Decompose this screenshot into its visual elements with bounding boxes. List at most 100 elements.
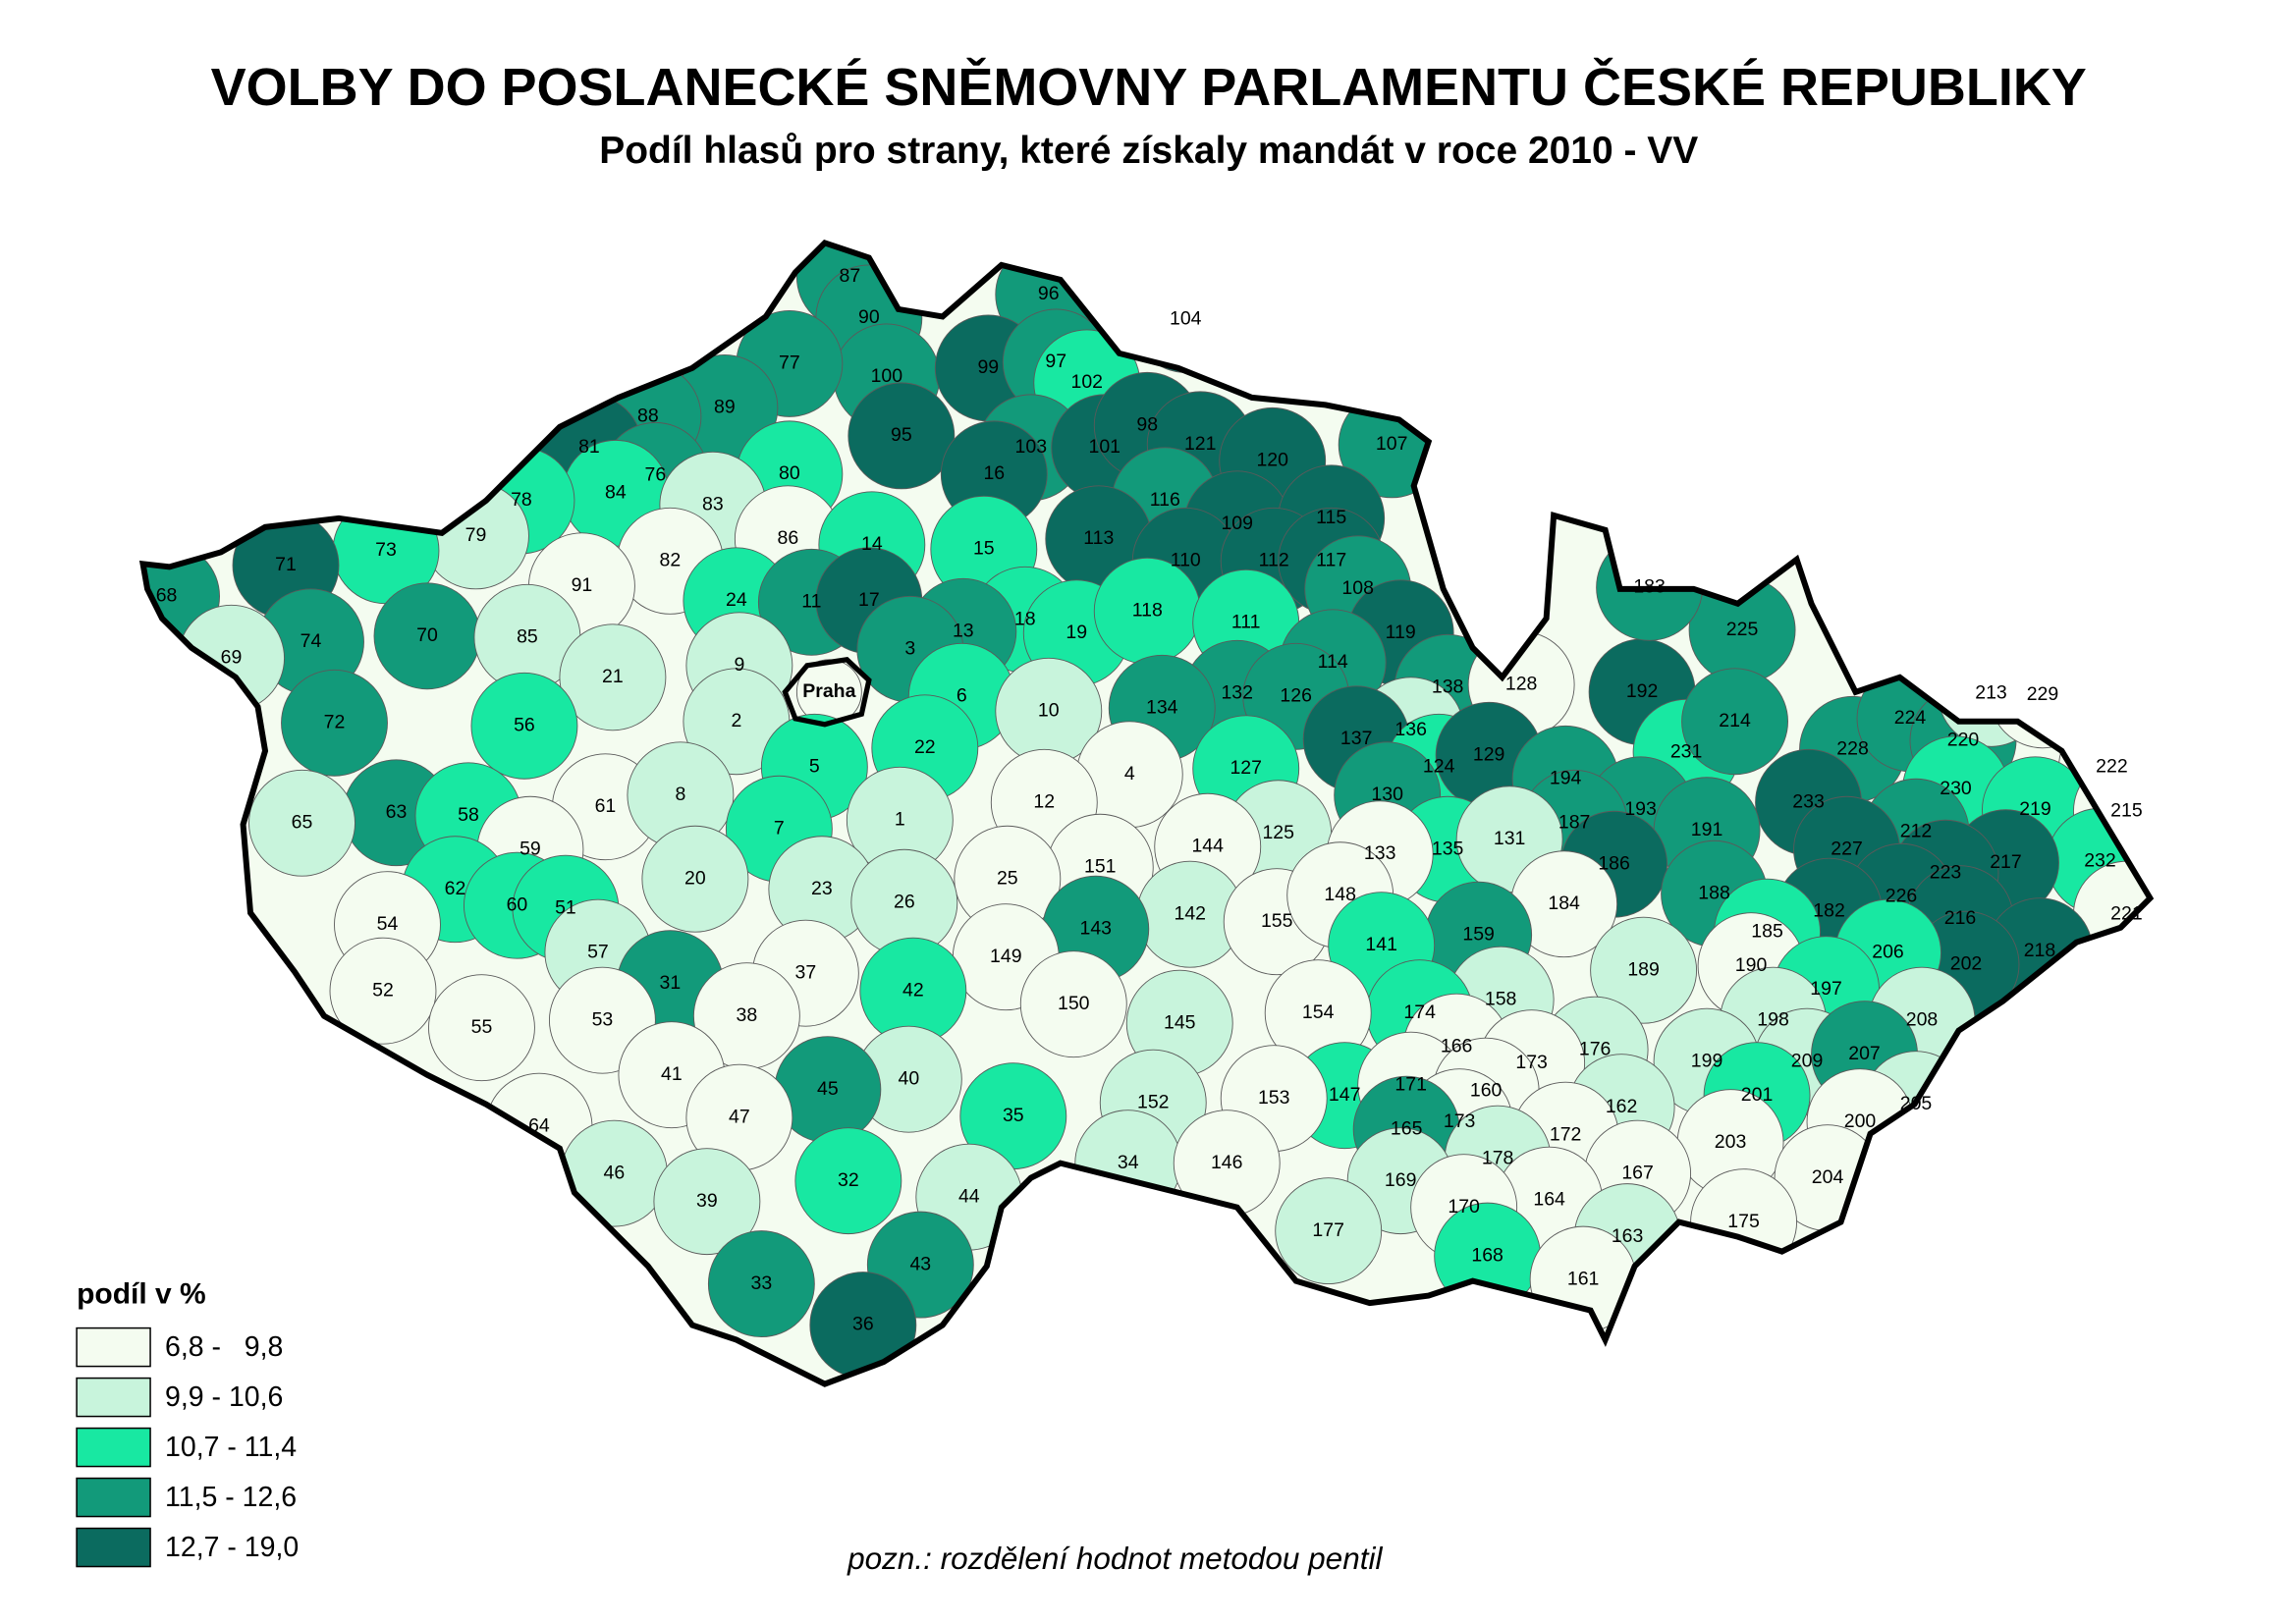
district-label: 185 [1751, 920, 1783, 942]
district-label: 152 [1137, 1091, 1170, 1112]
country-border [138, 239, 2155, 1387]
district-label: 6 [957, 684, 967, 706]
district-label: 22 [914, 736, 936, 758]
praha-border [782, 657, 872, 728]
district-label: 99 [977, 356, 999, 378]
district-label: 221 [2110, 902, 2143, 924]
district-label: 101 [1089, 436, 1121, 458]
district-label: 193 [1624, 798, 1657, 820]
legend-swatch [76, 1477, 151, 1518]
district-label: 95 [891, 424, 912, 446]
district-label: 36 [852, 1314, 874, 1335]
district-label: 107 [1376, 433, 1408, 455]
title: VOLBY DO POSLANECKÉ SNĚMOVNY PARLAMENTU … [211, 57, 2087, 117]
district-label: 97 [1045, 351, 1066, 372]
district-label: 206 [1872, 941, 1904, 962]
district-label: 184 [1548, 893, 1580, 914]
district-label: 96 [1038, 283, 1060, 304]
district-label: 86 [778, 527, 799, 549]
district-label: 129 [1473, 743, 1505, 765]
district-label: 26 [894, 891, 915, 912]
district-label: 20 [684, 867, 706, 889]
district-label: 79 [465, 524, 487, 546]
district-label: 63 [386, 801, 408, 823]
district-label: 65 [292, 811, 313, 833]
legend-label: 11,5 - 12,6 [165, 1482, 297, 1513]
district-label: 55 [471, 1016, 493, 1038]
district [641, 825, 749, 933]
district-label: 85 [517, 625, 538, 647]
district-label: 171 [1394, 1073, 1427, 1095]
district-label: 112 [1259, 549, 1289, 570]
district-label: 35 [1003, 1105, 1024, 1126]
legend-label: 6,8 - 9,8 [165, 1331, 283, 1363]
district-label: 132 [1221, 681, 1253, 703]
district-label: 164 [1533, 1188, 1565, 1210]
district-label: 91 [572, 574, 593, 596]
district-label: 203 [1715, 1131, 1747, 1153]
district-label: 2 [731, 710, 741, 731]
district-label: 151 [1084, 855, 1117, 877]
district-label: 23 [811, 878, 833, 899]
district-label: 108 [1341, 577, 1374, 599]
district-label: 53 [592, 1008, 614, 1030]
district-label: 143 [1080, 917, 1113, 939]
district-label: 188 [1698, 882, 1730, 903]
district-label: 11 [801, 590, 821, 612]
district-label: 10 [1038, 699, 1060, 721]
district-label: 178 [1482, 1147, 1514, 1168]
district-label: 205 [1900, 1093, 1933, 1114]
district [559, 623, 667, 731]
district-label: 83 [702, 494, 724, 515]
district-label: 198 [1757, 1008, 1789, 1030]
district [794, 1127, 902, 1235]
legend-swatch [76, 1427, 151, 1468]
district-label: 114 [1318, 651, 1348, 673]
district-label: 200 [1844, 1110, 1877, 1132]
district-label: 158 [1485, 988, 1517, 1009]
district-label: 214 [1719, 710, 1751, 731]
district-label: 39 [696, 1190, 718, 1212]
district-label: 13 [953, 620, 974, 641]
district-label: 216 [1944, 907, 1977, 929]
district-label: 111 [1231, 611, 1261, 632]
district-label: 224 [1894, 707, 1927, 729]
district-label: 144 [1191, 835, 1224, 856]
district-label: 41 [661, 1063, 683, 1085]
district-label: 230 [1940, 778, 1972, 799]
district-label: 229 [2027, 683, 2059, 705]
district-label: 186 [1598, 852, 1630, 874]
district-label: 131 [1494, 828, 1526, 849]
district-label: 169 [1385, 1169, 1417, 1191]
district-label: 187 [1558, 811, 1591, 833]
district-label: 103 [1015, 436, 1048, 458]
district-label: 161 [1567, 1268, 1600, 1289]
district-label: 17 [858, 589, 880, 611]
district-label: 162 [1606, 1096, 1638, 1117]
district-label: 70 [416, 624, 438, 646]
district-label: 154 [1302, 1001, 1335, 1023]
district-label: 213 [1975, 681, 2007, 703]
district-label: 148 [1324, 884, 1356, 905]
district-label: 209 [1791, 1050, 1824, 1071]
district-label: 45 [817, 1078, 839, 1100]
district-label: 190 [1735, 954, 1768, 976]
district-label: 194 [1550, 767, 1582, 788]
district-label: 120 [1256, 450, 1288, 471]
district-label: 54 [377, 913, 399, 935]
district-label: 110 [1171, 549, 1201, 570]
legend-swatch [76, 1377, 151, 1418]
district-label: 118 [1132, 599, 1163, 621]
district-label: 116 [1150, 489, 1180, 511]
district-label: 109 [1221, 513, 1253, 534]
district-label: 166 [1441, 1035, 1473, 1056]
district-label: 72 [324, 711, 346, 732]
district-label: 207 [1848, 1043, 1881, 1064]
district-label: 135 [1432, 838, 1464, 859]
district-label: 15 [973, 537, 995, 559]
district-label: 25 [997, 867, 1018, 889]
district-label: 125 [1262, 822, 1294, 843]
district-label: 58 [458, 804, 479, 826]
district-label: Praha [802, 680, 855, 702]
